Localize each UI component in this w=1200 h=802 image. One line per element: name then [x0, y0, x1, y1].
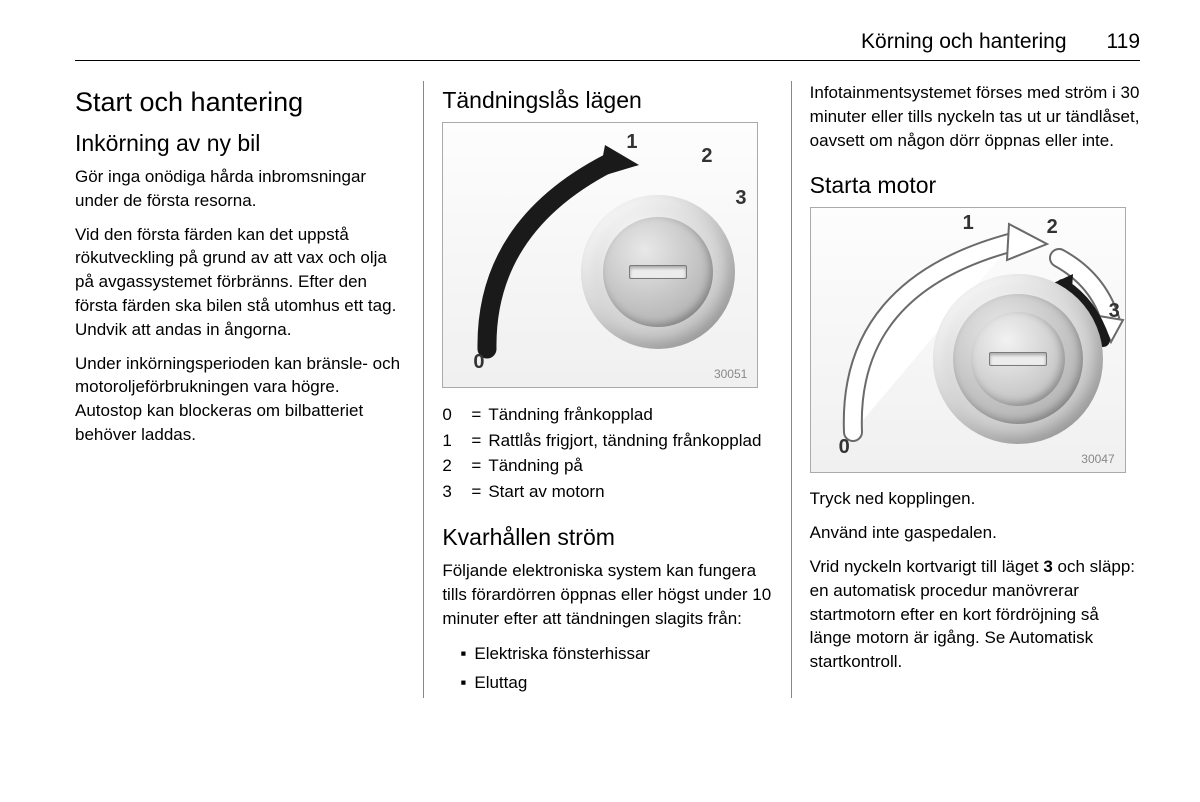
- paragraph: Infotainmentsystemet förses med ström i …: [810, 81, 1140, 152]
- paragraph: Vrid nyckeln kortvarigt till läget 3 och…: [810, 555, 1140, 674]
- dial-label-3: 3: [735, 187, 746, 210]
- column-1: Start och hantering Inkörning av ny bil …: [75, 81, 423, 698]
- paragraph: Gör inga onödiga hårda inbroms­ningar un…: [75, 165, 405, 213]
- dial-label-1: 1: [626, 131, 637, 154]
- def-val: Start av motorn: [488, 479, 772, 505]
- dial-label-1: 1: [963, 212, 974, 235]
- page-number: 119: [1107, 30, 1140, 54]
- list-item: Elektriska fönsterhissar: [460, 640, 772, 669]
- def-key: 1: [442, 428, 464, 454]
- definition-row: 3 = Start av motorn: [442, 479, 772, 505]
- dial-label-2: 2: [1047, 216, 1058, 239]
- page-header: Körning och hantering 119: [75, 30, 1140, 61]
- definition-row: 2 = Tändning på: [442, 453, 772, 479]
- def-val: Tändning frånkopplad: [488, 402, 772, 428]
- def-eq: =: [464, 402, 488, 428]
- def-val: Rattlås frigjort, tändning från­kopplad: [488, 428, 772, 454]
- heading-tandningslas: Tändningslås lägen: [442, 87, 772, 114]
- def-key: 0: [442, 402, 464, 428]
- def-eq: =: [464, 479, 488, 505]
- def-eq: =: [464, 453, 488, 479]
- heading-inkorning: Inkörning av ny bil: [75, 130, 405, 157]
- def-key: 2: [442, 453, 464, 479]
- bullet-list: Elektriska fönsterhissar Eluttag: [442, 640, 772, 698]
- def-val: Tändning på: [488, 453, 772, 479]
- figure-caption: 30047: [1081, 452, 1114, 466]
- text-run: Vrid nyckeln kortvarigt till läget: [810, 557, 1044, 576]
- section-title: Körning och hantering: [861, 30, 1066, 54]
- paragraph: Vid den första färden kan det uppstå rök…: [75, 223, 405, 342]
- dial-label-0: 0: [473, 351, 484, 374]
- heading-kvarhallen-strom: Kvarhållen ström: [442, 524, 772, 551]
- heading-starta-motor: Starta motor: [810, 172, 1140, 199]
- paragraph: Under inkörningsperioden kan bränsle- oc…: [75, 352, 405, 447]
- def-eq: =: [464, 428, 488, 454]
- column-3: Infotainmentsystemet förses med ström i …: [792, 81, 1140, 698]
- figure-ignition-positions: 0 1 2 3 30051: [442, 122, 758, 388]
- figure-caption: 30051: [714, 367, 747, 381]
- definition-list: 0 = Tändning frånkopplad 1 = Rattlås fri…: [442, 402, 772, 504]
- text-bold-3: 3: [1043, 557, 1052, 576]
- dial-label-2: 2: [701, 145, 712, 168]
- dial-label-3: 3: [1109, 300, 1120, 323]
- dial-label-0: 0: [839, 436, 850, 459]
- figure-start-engine: 0 1 2 3 30047: [810, 207, 1126, 473]
- content-columns: Start och hantering Inkörning av ny bil …: [75, 81, 1140, 698]
- paragraph: Använd inte gaspedalen.: [810, 521, 1140, 545]
- paragraph: Följande elektroniska system kan fungera…: [442, 559, 772, 630]
- list-item: Eluttag: [460, 669, 772, 698]
- column-2: Tändningslås lägen 0 1 2 3 30051: [423, 81, 791, 698]
- ignition-dial-icon: [933, 274, 1103, 444]
- paragraph: Tryck ned kopplingen.: [810, 487, 1140, 511]
- definition-row: 0 = Tändning frånkopplad: [442, 402, 772, 428]
- def-key: 3: [442, 479, 464, 505]
- definition-row: 1 = Rattlås frigjort, tändning från­kopp…: [442, 428, 772, 454]
- heading-start-och-hantering: Start och hantering: [75, 87, 405, 118]
- ignition-dial-icon: [581, 195, 735, 349]
